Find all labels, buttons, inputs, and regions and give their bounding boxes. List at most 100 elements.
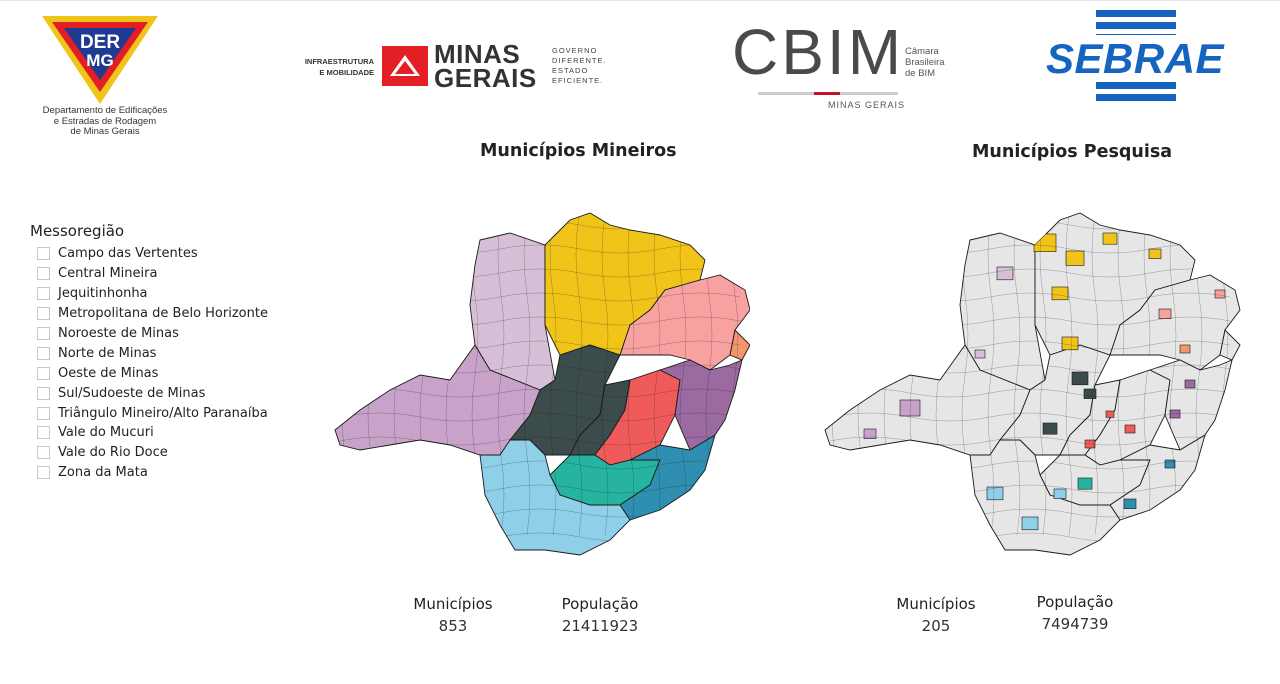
filter-item[interactable]: Zona da Mata [30, 463, 320, 483]
dermg-caption-line: e Estradas de Rodagem [53, 115, 157, 127]
municipality-highlight-norte[interactable] [1065, 250, 1085, 266]
mg-triangle-icon [382, 46, 428, 86]
municipality-highlight-zona_mata[interactable] [1164, 459, 1176, 469]
map-title-pesquisa: Municípios Pesquisa [972, 142, 1173, 162]
municipality-highlight-oeste[interactable] [1124, 424, 1136, 434]
filter-item[interactable]: Vale do Rio Doce [30, 443, 320, 463]
mg-slogan-line: ESTADO [552, 66, 589, 75]
municipality-highlight-central[interactable] [1071, 371, 1089, 386]
stat-value: 853 [438, 617, 468, 635]
cbim-logo: CBIM Câmara Brasileira de BIM MINAS GERA… [730, 18, 970, 116]
stat-label: População [1036, 593, 1114, 611]
filter-item-label: Vale do Rio Doce [58, 445, 168, 461]
filter-item-label: Campo das Vertentes [58, 246, 198, 262]
messoregiao-filter: Messoregião Campo das Vertentes Central M… [30, 222, 320, 483]
checkbox[interactable] [37, 307, 50, 321]
cbim-bar-accent [814, 92, 840, 95]
mg-name: MINAS GERAIS [434, 39, 537, 93]
mg-slogan-line: EFICIENTE. [552, 76, 604, 85]
municipality-highlight-noroeste[interactable] [974, 349, 986, 359]
mg-infra-line: E MOBILIDADE [319, 68, 374, 77]
municipality-highlight-triangulo[interactable] [863, 428, 877, 439]
checkbox[interactable] [37, 466, 50, 480]
checkbox[interactable] [37, 406, 50, 420]
municipality-highlight-noroeste[interactable] [996, 266, 1014, 281]
dermg-logo: DER MG Departamento de Edificações e Est… [30, 14, 190, 144]
mg-slogan: GOVERNO DIFERENTE. ESTADO EFICIENTE. [552, 46, 607, 86]
mg-name-line: GERAIS [434, 63, 537, 93]
filter-item-label: Noroeste de Minas [58, 326, 179, 341]
filter-item-label: Central Mineira [58, 266, 158, 282]
municipality-highlight-metropolitana[interactable] [1042, 422, 1058, 435]
filter-item[interactable]: Triângulo Mineiro/Alto Paranaíba [30, 403, 320, 423]
municipality-highlight-norte[interactable] [1033, 233, 1057, 252]
dermg-caption: Departamento de Edificações e Estradas d… [30, 105, 180, 138]
municipality-highlight-sul[interactable] [986, 486, 1004, 501]
filter-item-label: Vale do Mucuri [58, 425, 154, 441]
municipality-highlight-norte[interactable] [1148, 248, 1162, 259]
filter-item[interactable]: Campo das Vertentes [30, 244, 320, 264]
municipality-highlight-jequitinhonha[interactable] [1214, 289, 1226, 299]
municipality-highlight-campo[interactable] [1077, 477, 1093, 490]
municipality-highlight-mucuri[interactable] [1179, 344, 1191, 354]
filter-item[interactable]: Norte de Minas [30, 343, 320, 363]
stat-label: Municípios [896, 595, 976, 613]
checkbox[interactable] [37, 446, 50, 460]
checkbox[interactable] [37, 366, 50, 380]
mg-name-line: MINAS [434, 39, 521, 69]
municipality-highlight-oeste[interactable] [1105, 410, 1115, 418]
region-sul[interactable] [479, 439, 631, 556]
filter-item[interactable]: Oeste de Minas [30, 363, 320, 383]
filter-title: Messoregião [30, 222, 125, 240]
stat-populacao-pesquisa: População 7494739 [1025, 593, 1125, 633]
municipality-highlight-jequitinhonha[interactable] [1158, 308, 1172, 319]
municipality-highlight-norte[interactable] [1061, 336, 1079, 351]
cbim-side-text: Câmara Brasileira de BIM [905, 46, 945, 79]
cbim-side-line: Brasileira [905, 57, 945, 68]
pesquisa-highlights [863, 232, 1226, 531]
stat-municipios-mineiros: Municípios 853 [405, 595, 501, 635]
region-zona_mata[interactable] [619, 434, 716, 521]
stat-value: 205 [921, 617, 951, 635]
municipality-highlight-rio_doce[interactable] [1184, 379, 1196, 389]
filter-item[interactable]: Noroeste de Minas [30, 324, 320, 344]
checkbox[interactable] [37, 287, 50, 301]
region-rio_doce[interactable] [1148, 359, 1233, 451]
checkbox[interactable] [37, 426, 50, 440]
filter-item[interactable]: Vale do Mucuri [30, 423, 320, 443]
municipality-highlight-norte[interactable] [1102, 232, 1118, 245]
stat-label: População [561, 595, 639, 613]
checkbox[interactable] [37, 346, 50, 360]
filter-list: Campo das Vertentes Central Mineira Jequit… [30, 244, 320, 483]
region-sul[interactable] [969, 439, 1121, 556]
stat-populacao-mineiros: População 21411923 [550, 595, 650, 635]
mg-infra-line: INFRAESTRUTURA [304, 57, 374, 66]
checkbox[interactable] [37, 247, 50, 261]
municipality-highlight-sul[interactable] [1053, 488, 1067, 499]
stat-municipios-pesquisa: Municípios 205 [888, 595, 984, 635]
top-divider [0, 0, 1280, 1]
filter-item[interactable]: Central Mineira [30, 264, 320, 284]
mg-infra-text: INFRAESTRUTURA E MOBILIDADE [288, 56, 374, 78]
cbim-word: CBIM [732, 16, 904, 88]
stat-value: 7494739 [1041, 615, 1109, 633]
map-municipios-mineiros[interactable] [330, 205, 750, 565]
stat-value: 21411923 [561, 617, 639, 635]
filter-item-label: Oeste de Minas [58, 365, 159, 381]
municipality-highlight-sul[interactable] [1021, 516, 1039, 531]
municipality-highlight-metropolitana[interactable] [1083, 388, 1097, 399]
filter-item[interactable]: Jequitinhonha [30, 284, 320, 304]
region-rio_doce[interactable] [658, 359, 743, 451]
municipality-highlight-zona_mata[interactable] [1123, 498, 1137, 509]
filter-item-label: Jequitinhonha [58, 286, 148, 302]
filter-item[interactable]: Metropolitana de Belo Horizonte [30, 304, 320, 324]
map-title-mineiros: Municípios Mineiros [480, 141, 677, 161]
sebrae-word: SEBRAE [1044, 35, 1227, 82]
checkbox[interactable] [37, 267, 50, 281]
checkbox[interactable] [37, 386, 50, 400]
checkbox[interactable] [37, 327, 50, 340]
municipality-highlight-norte[interactable] [1051, 286, 1069, 301]
filter-item-label: Norte de Minas [58, 345, 157, 361]
map-municipios-pesquisa[interactable] [815, 205, 1245, 565]
filter-item[interactable]: Sul/Sudoeste de Minas [30, 383, 320, 403]
